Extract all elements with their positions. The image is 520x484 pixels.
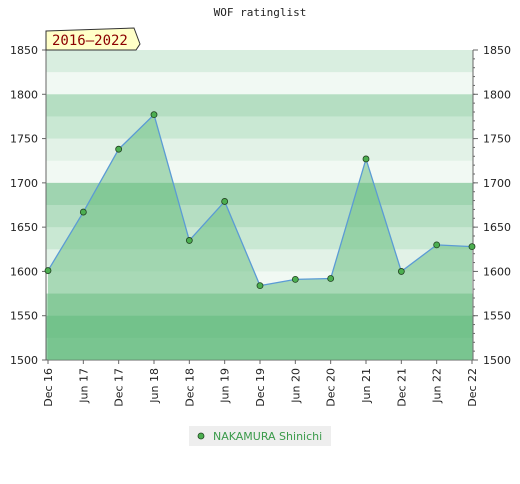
y-tick-label: 1600 [10,265,38,278]
y-tick-label: 1750 [10,133,38,146]
y-tick-label: 1500 [10,354,38,367]
area [48,114,472,361]
badge [45,27,141,51]
legend-box [189,426,331,446]
y2-tick-label: 1500 [483,354,511,367]
y-tick-label: 1700 [10,177,38,190]
marker [291,275,299,283]
x-tick-label: Dec 19 [254,368,267,407]
marker [79,208,87,216]
x-tick-label: Jun 17 [77,368,90,404]
x-tick-label: Jun 21 [360,368,373,404]
y-tick-label: 1850 [10,44,38,57]
marker [150,111,158,119]
marker [221,198,229,205]
y2-tick-label: 1750 [483,133,511,146]
y2-tick-label: 1600 [483,265,511,278]
x-tick-label: Dec 18 [183,368,196,407]
x-tick-label: Dec 16 [42,368,55,407]
x-tick-label: Dec 21 [395,368,408,407]
y-tick-label: 1550 [10,310,38,323]
background-band [46,138,473,162]
x-tick-label: Dec 17 [113,368,126,407]
marker [397,268,405,275]
y2-tick-label: 1650 [483,221,511,234]
marker [468,243,476,251]
x-tick-label: Jun 19 [219,368,232,404]
background-band [46,50,473,73]
x-tick-label: Dec 22 [466,368,479,407]
marker [115,145,123,153]
marker [362,155,370,163]
background-band [46,72,473,95]
background-band [46,116,473,140]
x-tick-label: Jun 22 [431,368,444,404]
chart-title: WOF ratinglist [214,6,307,19]
marker [327,275,335,282]
legend-marker [197,432,205,440]
y2-tick-label: 1700 [483,177,511,190]
legend-label: NAKAMURA Shinichi [213,430,322,443]
marker [256,282,264,290]
y2-tick-label: 1800 [483,88,511,101]
background-band [46,94,473,117]
x-tick-label: Dec 20 [325,368,338,407]
x-tick-label: Jun 18 [148,368,161,404]
y-tick-label: 1800 [10,88,38,101]
y-tick-label: 1650 [10,221,38,234]
y2-tick-label: 1850 [483,44,511,57]
x-tick-label: Jun 20 [289,368,302,404]
y2-tick-label: 1550 [483,310,511,323]
marker [44,267,52,274]
marker [185,237,193,244]
marker [433,241,441,249]
period-label: 2016–2022 [52,33,128,49]
